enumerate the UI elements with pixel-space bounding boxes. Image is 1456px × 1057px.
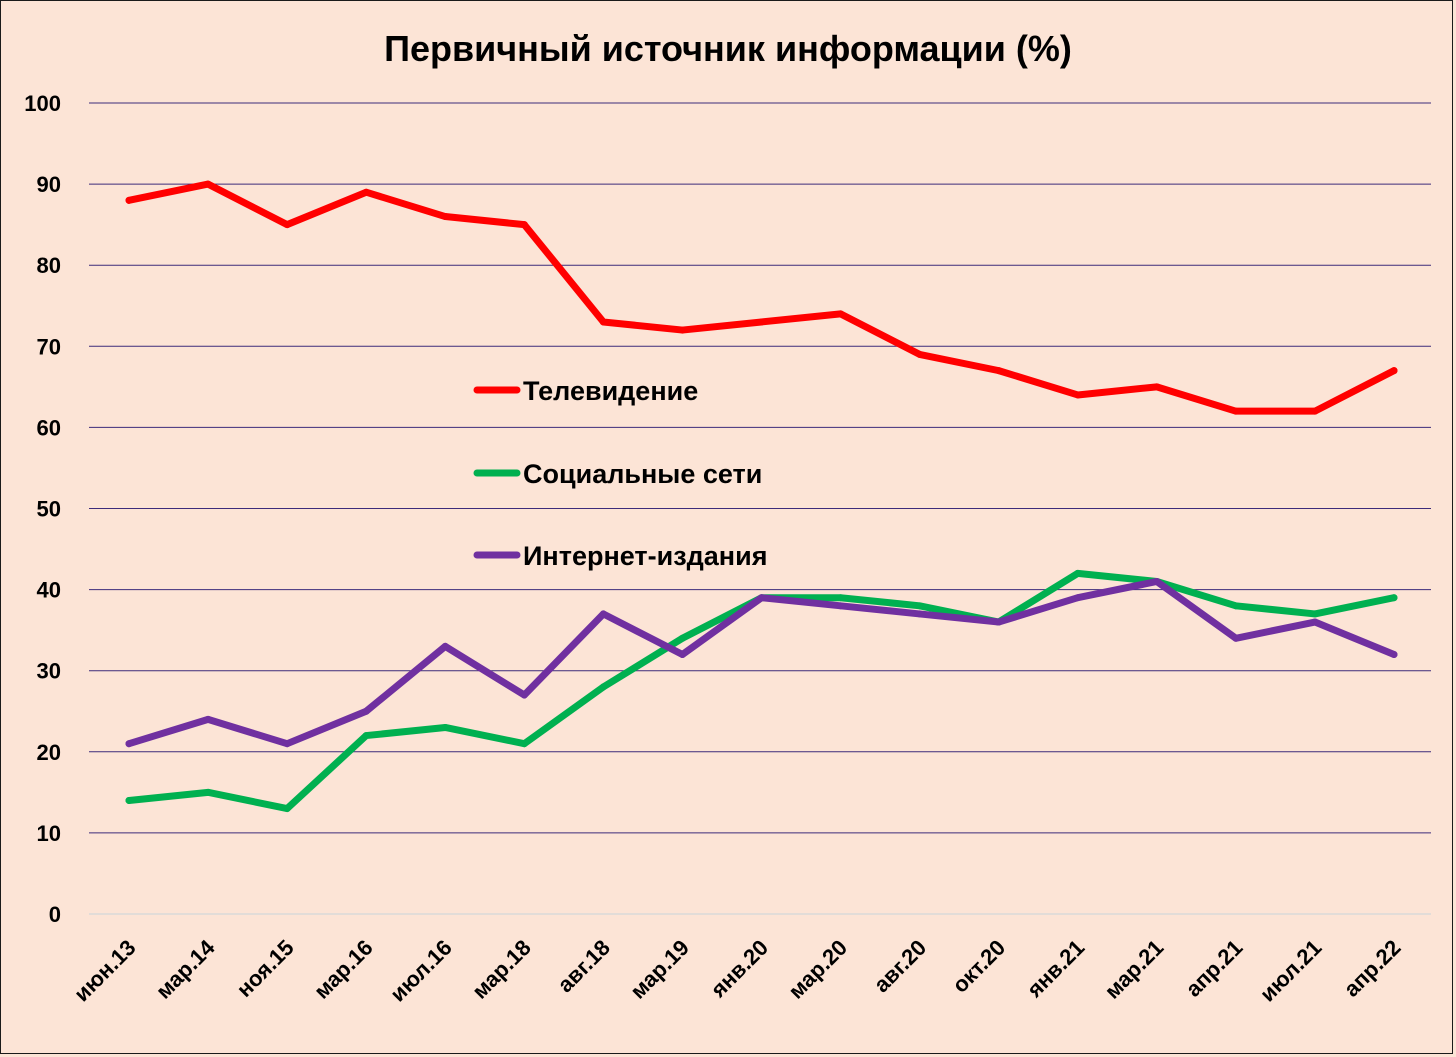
data-point xyxy=(520,740,528,748)
data-point xyxy=(599,683,607,691)
data-point xyxy=(1390,367,1398,375)
legend: Телевидение Социальные сети Интернет-издан… xyxy=(473,376,767,571)
gridlines xyxy=(89,102,1431,915)
data-point xyxy=(1232,602,1240,610)
data-point xyxy=(1390,594,1398,602)
data-point xyxy=(362,732,370,740)
data-point xyxy=(362,188,370,196)
data-point xyxy=(678,650,686,658)
series-lines xyxy=(125,180,1398,813)
data-point xyxy=(758,318,765,326)
data-point xyxy=(995,618,1003,626)
legend-label: Интернет-издания xyxy=(523,541,767,571)
data-point xyxy=(1074,569,1082,577)
x-tick-label: мар.14 xyxy=(151,934,220,1003)
x-tick-label: окт.20 xyxy=(947,935,1010,998)
y-axis-ticks: 0 10 20 30 40 50 60 70 80 90 100 xyxy=(24,91,61,927)
data-point xyxy=(599,610,607,618)
data-point xyxy=(441,213,449,221)
data-point xyxy=(995,367,1003,375)
data-point xyxy=(837,310,845,318)
series-line xyxy=(125,577,1398,748)
y-tick-label: 10 xyxy=(37,821,61,846)
data-point xyxy=(520,221,528,229)
x-tick-label: июл.16 xyxy=(385,935,457,1007)
data-point xyxy=(678,634,686,642)
x-tick-label: июн.13 xyxy=(69,935,141,1007)
y-tick-label: 0 xyxy=(49,902,61,927)
y-tick-label: 90 xyxy=(37,172,61,197)
y-tick-label: 60 xyxy=(37,415,61,440)
data-point xyxy=(1153,383,1161,391)
x-tick-label: мар.20 xyxy=(783,935,852,1004)
data-point xyxy=(1390,650,1398,658)
data-point xyxy=(125,796,133,804)
y-tick-label: 100 xyxy=(24,91,61,116)
data-point xyxy=(283,221,291,229)
chart-title: Первичный источник информации (%) xyxy=(384,28,1072,69)
data-point xyxy=(204,788,212,796)
x-tick-label: мар.18 xyxy=(467,935,536,1004)
data-point xyxy=(916,602,924,610)
x-tick-label: авг.18 xyxy=(552,935,614,997)
data-point xyxy=(678,326,686,334)
data-point xyxy=(204,715,212,723)
y-tick-label: 50 xyxy=(37,497,61,522)
x-tick-label: апр.21 xyxy=(1181,935,1248,1002)
y-tick-label: 30 xyxy=(37,659,61,684)
data-point xyxy=(837,594,845,602)
data-point xyxy=(1074,594,1082,602)
y-tick-label: 70 xyxy=(37,334,61,359)
x-tick-label: мар.21 xyxy=(1100,935,1169,1004)
data-point xyxy=(362,707,370,715)
x-tick-label: апр.22 xyxy=(1339,935,1406,1002)
data-point xyxy=(1311,407,1319,415)
data-point xyxy=(204,180,212,188)
x-tick-label: авг.20 xyxy=(869,935,931,997)
y-tick-label: 20 xyxy=(37,740,61,765)
data-point xyxy=(125,196,133,204)
data-point xyxy=(441,723,449,731)
y-tick-label: 40 xyxy=(37,578,61,603)
data-point xyxy=(1153,577,1161,585)
x-tick-label: июл.21 xyxy=(1255,935,1327,1007)
data-point xyxy=(916,350,924,358)
data-point xyxy=(441,642,449,650)
data-point xyxy=(125,740,133,748)
x-tick-label: ноя.15 xyxy=(232,935,299,1002)
x-tick-label: янв.20 xyxy=(705,935,773,1003)
series-line xyxy=(125,180,1398,415)
x-tick-label: янв.21 xyxy=(1021,935,1089,1003)
data-point xyxy=(758,594,765,602)
x-tick-label: мар.19 xyxy=(625,935,694,1004)
data-point xyxy=(1311,618,1319,626)
data-point xyxy=(283,740,291,748)
x-tick-label: мар.16 xyxy=(309,935,378,1004)
data-point xyxy=(599,318,607,326)
legend-label: Телевидение xyxy=(523,376,698,406)
data-point xyxy=(837,602,845,610)
series-line xyxy=(125,569,1398,813)
y-tick-label: 80 xyxy=(37,253,61,278)
data-point xyxy=(1311,610,1319,618)
data-point xyxy=(1232,407,1240,415)
legend-label: Социальные сети xyxy=(523,459,762,489)
data-point xyxy=(916,610,924,618)
data-point xyxy=(520,691,528,699)
x-axis-ticks: июн.13 мар.14 ноя.15 мар.16 июл.16 мар.18 авг.… xyxy=(69,934,1406,1006)
data-point xyxy=(283,805,291,813)
data-point xyxy=(1074,391,1082,399)
data-point xyxy=(1232,634,1240,642)
